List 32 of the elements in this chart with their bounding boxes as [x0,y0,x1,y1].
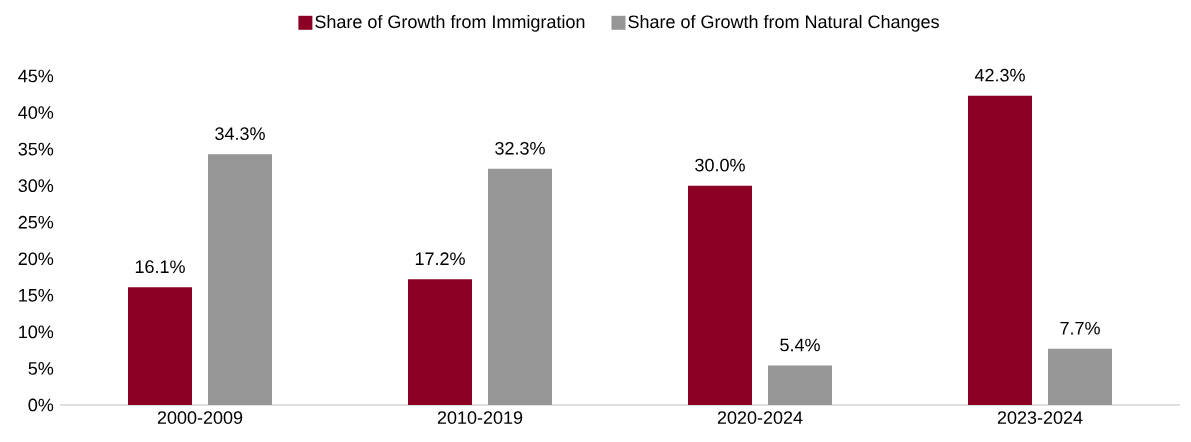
data-label: 32.3% [495,141,545,155]
x-tick-label: 2020-2024 [717,411,803,424]
x-tick-label: 2023-2024 [997,411,1083,424]
y-tick-label: 5% [28,362,54,375]
data-label: 34.3% [215,127,265,141]
legend-label: Share of Growth from Natural Changes [628,14,939,32]
y-tick-label: 25% [18,215,54,229]
y-tick-label: 0% [28,398,54,412]
y-tick-label: 10% [19,325,54,339]
y-tick-label: 45% [18,69,54,83]
data-label: 5.4% [780,338,820,352]
y-tick-label: 20% [18,252,54,266]
data-label: 42.3% [974,68,1025,82]
data-label: 7.7% [1060,321,1100,335]
bar [1048,348,1113,405]
x-tick-label: 2000-2009 [157,411,243,424]
y-tick-label: 40% [18,106,54,119]
bar [968,95,1033,405]
x-tick-label: 2010-2019 [437,411,523,424]
bar [768,365,833,405]
bar [688,185,752,405]
data-label: 16.1% [135,260,185,274]
y-tick-label: 35% [18,142,54,156]
bar [488,168,552,405]
legend-label: Share of Growth from Immigration [315,14,585,32]
data-label: 17.2% [415,252,465,266]
y-tick-label: 30% [18,179,54,193]
data-label: 30.0% [695,158,745,172]
bar [208,154,272,405]
y-tick-label: 15% [19,288,54,302]
bar [408,279,472,405]
bar [128,287,192,405]
